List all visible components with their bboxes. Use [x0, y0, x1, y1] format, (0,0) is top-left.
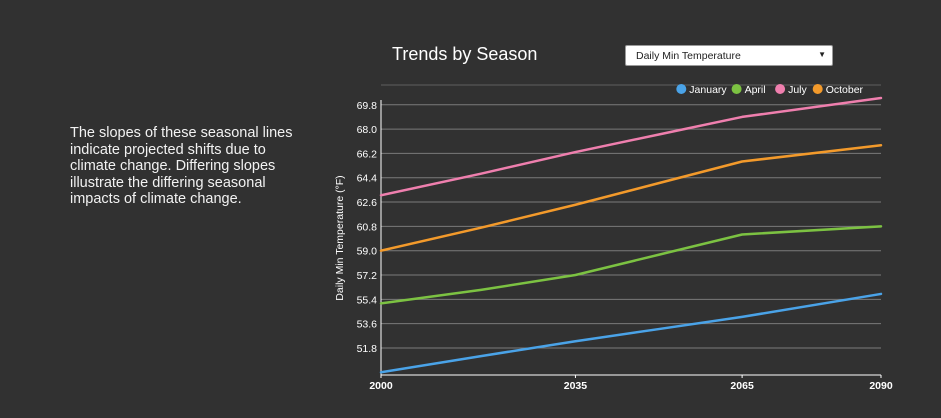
- chevron-down-icon: ▼: [818, 50, 826, 59]
- y-tick-label: 68.0: [357, 124, 378, 136]
- y-tick-label: 69.8: [357, 100, 378, 112]
- x-tick-label: 2065: [730, 380, 754, 392]
- y-axis-label: Daily Min Temperature (°F): [334, 175, 346, 300]
- y-tick-label: 53.6: [357, 319, 378, 331]
- legend-marker-january[interactable]: [676, 84, 687, 94]
- y-tick-label: 66.2: [357, 148, 378, 160]
- y-tick-label: 59.0: [357, 246, 378, 258]
- series-line-january: [379, 292, 883, 374]
- chart-title: Trends by Season: [392, 44, 538, 64]
- y-tick-label: 60.8: [357, 221, 378, 233]
- metric-select[interactable]: Daily Min Temperature ▼: [625, 45, 833, 66]
- legend-marker-april[interactable]: [731, 84, 742, 94]
- metric-select-value: Daily Min Temperature: [636, 50, 741, 62]
- series-line-april: [379, 225, 883, 305]
- x-tick-label: 2000: [369, 380, 393, 392]
- legend-label-april[interactable]: April: [745, 84, 766, 96]
- legend-marker-july[interactable]: [775, 84, 786, 94]
- x-tick-label: 2090: [869, 380, 893, 392]
- series-line-july: [379, 96, 883, 197]
- y-tick-label: 51.8: [357, 343, 378, 355]
- chart-description: The slopes of these seasonal lines indic…: [70, 125, 293, 207]
- legend-label-july[interactable]: July: [788, 84, 807, 96]
- legend-label-october[interactable]: October: [826, 84, 864, 96]
- x-tick-label: 2035: [564, 380, 588, 392]
- y-tick-label: 57.2: [357, 270, 378, 282]
- series-line-october: [379, 144, 883, 252]
- y-tick-label: 55.4: [357, 294, 378, 306]
- y-tick-label: 64.4: [357, 173, 378, 185]
- legend-label-january[interactable]: January: [689, 84, 727, 96]
- legend-marker-october[interactable]: [812, 84, 823, 94]
- y-tick-label: 62.6: [357, 197, 378, 209]
